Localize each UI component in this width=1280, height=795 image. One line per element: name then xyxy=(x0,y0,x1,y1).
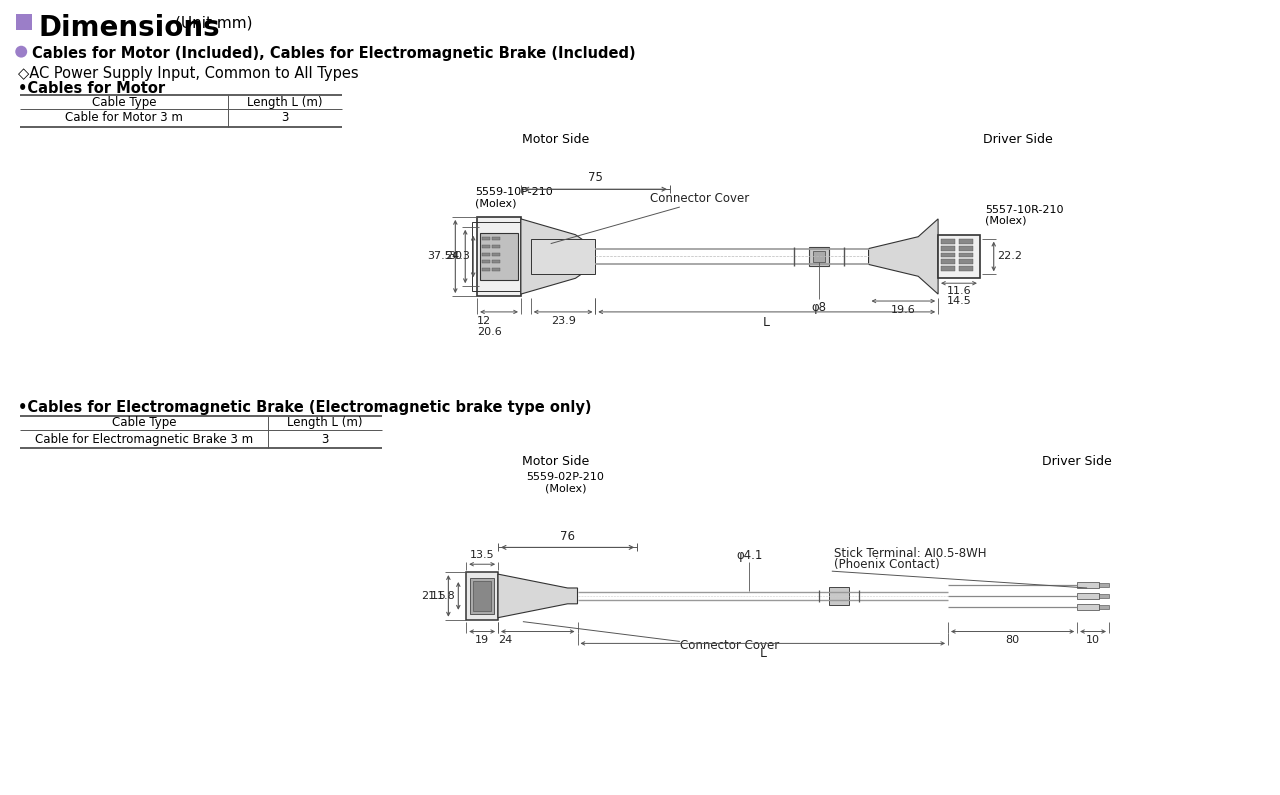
Text: 20.6: 20.6 xyxy=(477,327,502,337)
Text: 30: 30 xyxy=(448,251,462,262)
Bar xyxy=(483,253,490,255)
Bar xyxy=(959,253,973,258)
Bar xyxy=(470,578,494,614)
Text: 3: 3 xyxy=(282,111,289,125)
Bar xyxy=(480,233,518,281)
Text: Stick Terminal: AI0.5-8WH: Stick Terminal: AI0.5-8WH xyxy=(833,547,987,560)
Text: Cable for Electromagnetic Brake 3 m: Cable for Electromagnetic Brake 3 m xyxy=(35,432,253,445)
Polygon shape xyxy=(869,219,938,294)
Text: Driver Side: Driver Side xyxy=(1042,456,1112,468)
Text: (Molex): (Molex) xyxy=(545,483,586,493)
Text: •Cables for Motor: •Cables for Motor xyxy=(18,81,165,96)
Text: 5559-10P-210: 5559-10P-210 xyxy=(475,187,553,197)
Bar xyxy=(809,246,829,266)
Bar xyxy=(941,253,955,258)
Text: Length L (m): Length L (m) xyxy=(287,417,362,429)
Bar xyxy=(466,572,498,619)
Text: L: L xyxy=(763,316,771,329)
Bar xyxy=(941,259,955,265)
Text: Dimensions: Dimensions xyxy=(38,14,220,42)
Text: 11.8: 11.8 xyxy=(430,591,456,601)
Bar xyxy=(492,269,500,271)
Bar xyxy=(531,238,595,274)
Text: 24: 24 xyxy=(498,635,512,646)
Bar xyxy=(492,261,500,263)
Bar xyxy=(941,266,955,271)
Text: 14.5: 14.5 xyxy=(947,296,972,306)
Bar xyxy=(1100,583,1108,587)
Text: Connector Cover: Connector Cover xyxy=(680,639,780,653)
Text: Motor Side: Motor Side xyxy=(522,456,589,468)
Text: Cable Type: Cable Type xyxy=(111,417,177,429)
Text: (Unit mm): (Unit mm) xyxy=(175,15,252,30)
Bar xyxy=(1078,604,1100,610)
Text: 21.5: 21.5 xyxy=(421,591,445,601)
Text: 37.5: 37.5 xyxy=(428,251,452,262)
Text: Driver Side: Driver Side xyxy=(983,133,1052,145)
Bar xyxy=(959,259,973,265)
Text: 76: 76 xyxy=(561,530,575,544)
Text: (Molex): (Molex) xyxy=(984,215,1027,226)
Text: Connector Cover: Connector Cover xyxy=(650,192,749,205)
Text: Length L (m): Length L (m) xyxy=(247,95,323,109)
Bar xyxy=(1078,582,1100,588)
Bar xyxy=(483,261,490,263)
Circle shape xyxy=(15,46,27,57)
Bar xyxy=(474,581,492,611)
Text: 5559-02P-210: 5559-02P-210 xyxy=(526,472,604,483)
Text: 19: 19 xyxy=(475,635,489,646)
Text: Cable for Motor 3 m: Cable for Motor 3 m xyxy=(65,111,183,125)
Text: φ8: φ8 xyxy=(812,301,827,314)
Text: 23.9: 23.9 xyxy=(550,316,576,326)
Bar xyxy=(17,14,32,30)
Text: 24.3: 24.3 xyxy=(445,251,470,262)
Polygon shape xyxy=(521,219,595,294)
Text: 22.2: 22.2 xyxy=(997,251,1021,262)
Bar xyxy=(483,269,490,271)
Bar xyxy=(813,250,824,262)
Text: (Phoenix Contact): (Phoenix Contact) xyxy=(833,558,940,571)
Text: 75: 75 xyxy=(588,171,603,184)
Bar xyxy=(941,238,955,243)
Text: 11.6: 11.6 xyxy=(947,286,972,297)
Bar xyxy=(938,235,979,278)
Bar xyxy=(492,237,500,239)
Text: 19.6: 19.6 xyxy=(891,305,915,315)
Text: 80: 80 xyxy=(1006,635,1020,646)
Bar xyxy=(1100,605,1108,609)
Text: 12: 12 xyxy=(477,316,492,326)
Polygon shape xyxy=(498,574,577,618)
Text: L: L xyxy=(759,647,767,661)
Text: •Cables for Electromagnetic Brake (Electromagnetic brake type only): •Cables for Electromagnetic Brake (Elect… xyxy=(18,400,591,415)
Text: φ4.1: φ4.1 xyxy=(736,549,763,562)
Text: (Molex): (Molex) xyxy=(475,198,517,208)
Bar xyxy=(959,246,973,250)
Text: Cables for Motor (Included), Cables for Electromagnetic Brake (Included): Cables for Motor (Included), Cables for … xyxy=(32,46,636,60)
Bar xyxy=(492,253,500,255)
Bar xyxy=(1078,593,1100,599)
Bar xyxy=(1100,594,1108,598)
Bar xyxy=(483,237,490,239)
Bar xyxy=(829,587,849,605)
Bar xyxy=(472,222,526,291)
Bar xyxy=(959,266,973,271)
Text: Motor Side: Motor Side xyxy=(522,133,589,145)
Bar xyxy=(483,245,490,247)
Bar xyxy=(492,245,500,247)
Text: 13.5: 13.5 xyxy=(470,550,494,560)
Text: ◇AC Power Supply Input, Common to All Types: ◇AC Power Supply Input, Common to All Ty… xyxy=(18,65,358,80)
Bar xyxy=(941,246,955,250)
Bar xyxy=(477,217,521,296)
Text: Cable Type: Cable Type xyxy=(92,95,156,109)
Bar xyxy=(959,238,973,243)
Text: 10: 10 xyxy=(1085,635,1100,646)
Text: 3: 3 xyxy=(321,432,329,445)
Text: 5557-10R-210: 5557-10R-210 xyxy=(984,205,1064,215)
